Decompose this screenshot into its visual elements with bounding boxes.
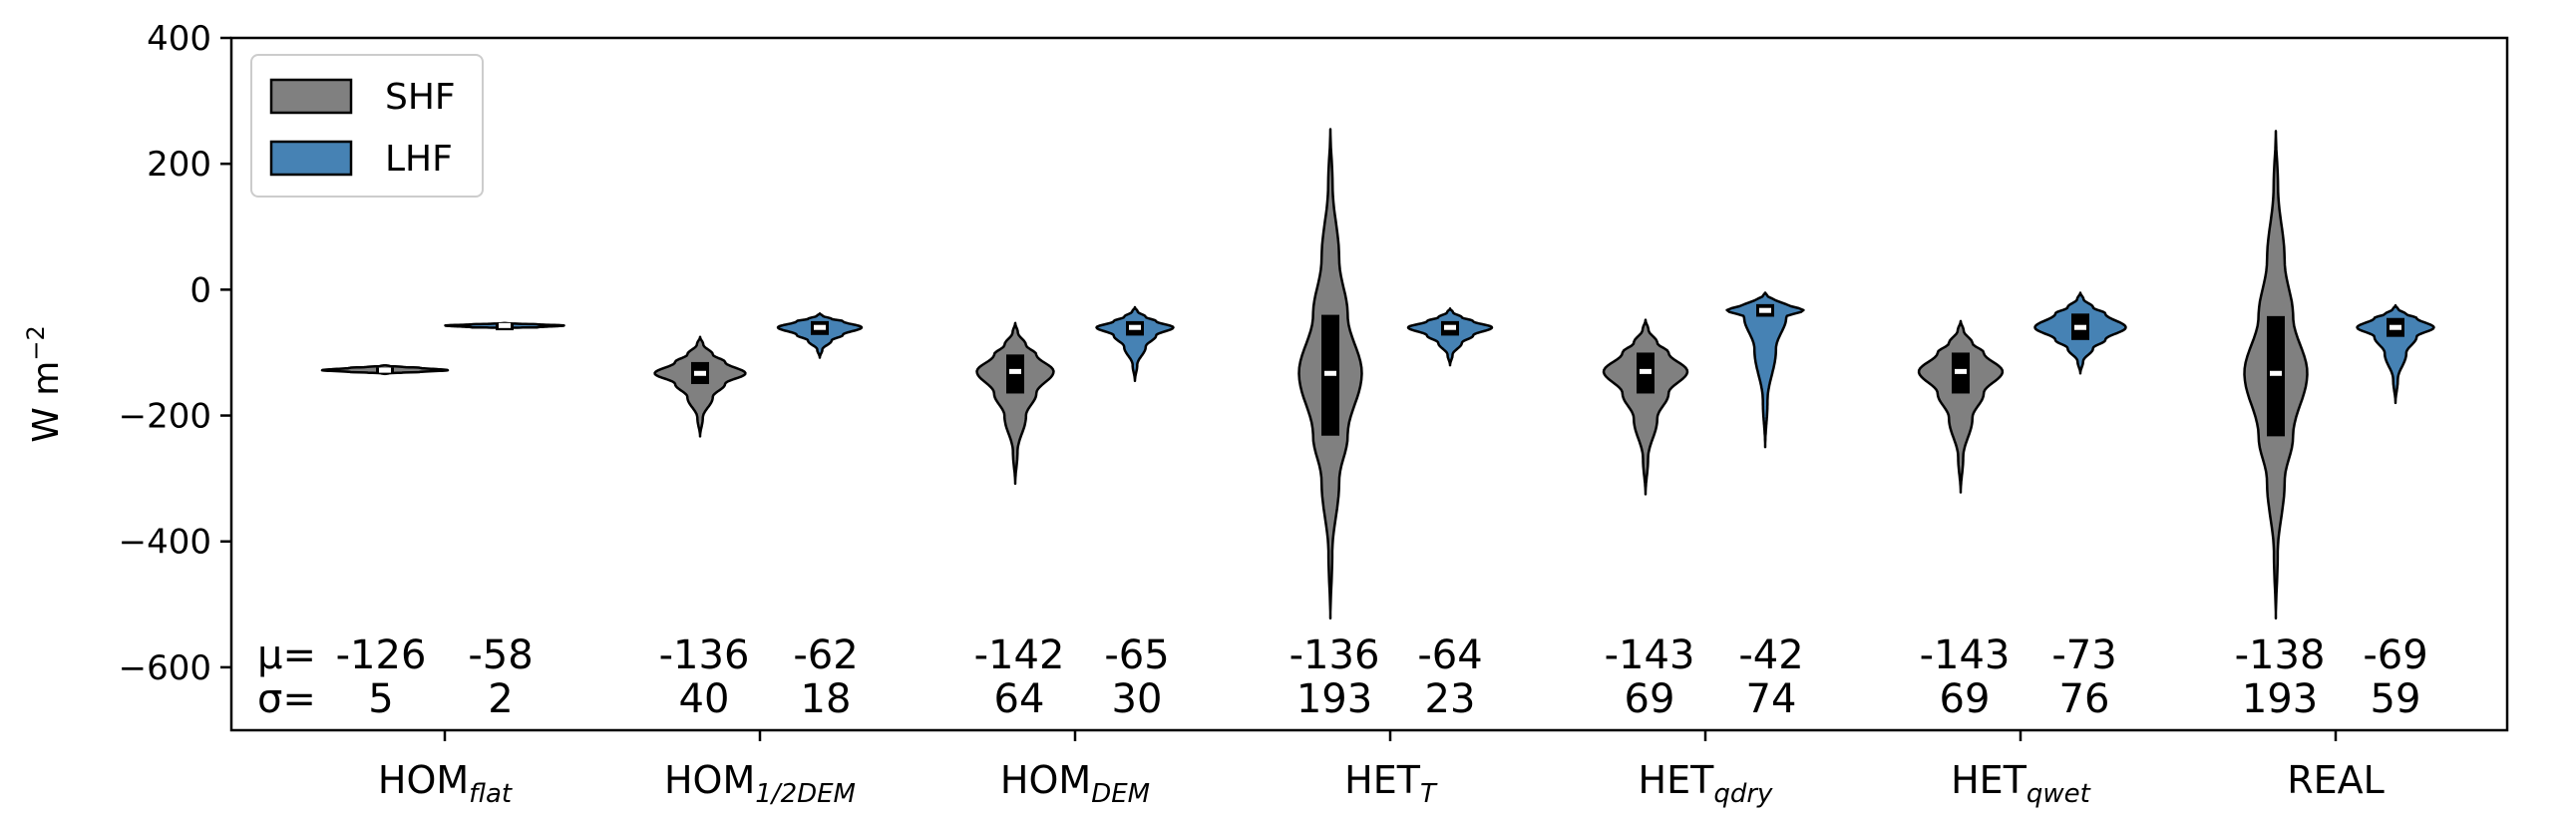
mean-label-shf: -142 (974, 632, 1065, 678)
std-label-lhf: 2 (488, 676, 513, 722)
legend: SHF LHF (250, 54, 484, 198)
violin-lhf-3 (1406, 307, 1494, 367)
median-marker-shf-6 (2270, 370, 2282, 376)
x-tick-label: HOMDEM (1000, 758, 1150, 809)
x-tick-label: HETT (1344, 758, 1438, 809)
violins (320, 128, 2435, 620)
x-tick-label: HOMflat (378, 758, 513, 809)
mean-label-lhf: -64 (1417, 632, 1482, 678)
boxes (376, 303, 2404, 437)
mu-row-label: μ= (257, 632, 316, 678)
legend-swatch-shf (269, 78, 353, 115)
std-label-lhf: 18 (801, 676, 852, 722)
mean-label-shf: -143 (1920, 632, 2011, 678)
y-axis-label: W m−2 (22, 325, 67, 443)
plot-frame (229, 36, 2509, 732)
median-marker-shf-5 (1955, 368, 1967, 374)
median-marker-lhf-3 (1444, 324, 1456, 330)
median-marker-lhf-5 (2074, 324, 2086, 330)
std-label-lhf: 59 (2371, 676, 2421, 722)
std-label-lhf: 23 (1425, 676, 1476, 722)
mean-label-lhf: -42 (1738, 632, 1803, 678)
mean-label-lhf: -73 (2051, 632, 2116, 678)
std-label-shf: 5 (368, 676, 393, 722)
legend-label-shf: SHF (385, 77, 456, 118)
y-tick-label: 0 (189, 270, 211, 310)
median-marker-shf-3 (1324, 370, 1336, 376)
iqr-box-shf-6 (2267, 315, 2285, 437)
legend-label-lhf: LHF (385, 139, 453, 180)
median-marker-lhf-2 (1129, 324, 1141, 330)
mean-label-shf: -143 (1605, 632, 1695, 678)
std-label-lhf: 76 (2059, 676, 2110, 722)
std-label-lhf: 30 (1112, 676, 1163, 722)
violin-lhf-2 (1095, 305, 1175, 383)
legend-swatch-lhf (269, 140, 353, 177)
violin-shf-2 (975, 321, 1055, 485)
x-axis: HOMflat HOM1/2DEM HOMDEM HETT HETqdry HETqwet… (378, 730, 2385, 809)
median-marker-shf-4 (1640, 368, 1652, 374)
mean-label-lhf: -65 (1104, 632, 1169, 678)
x-tick-label: REAL (2287, 758, 2385, 802)
median-marker-lhf-6 (2390, 324, 2401, 330)
sigma-row-label: σ= (257, 676, 316, 722)
violin-shf-5 (1917, 319, 2005, 494)
median-marker-lhf-4 (1759, 307, 1771, 313)
x-tick-label: HETqdry (1639, 758, 1773, 809)
mean-label-shf: -136 (659, 632, 750, 678)
violin-lhf-1 (776, 312, 864, 359)
violin-shf-4 (1602, 318, 1689, 496)
median-marker-shf-0 (379, 367, 391, 373)
y-tick-label: −600 (119, 648, 211, 688)
y-tick-label: −200 (119, 397, 211, 437)
y-tick-label: 400 (147, 19, 211, 59)
std-label-shf: 64 (994, 676, 1045, 722)
mean-label-shf: -136 (1289, 632, 1380, 678)
std-label-shf: 40 (679, 676, 730, 722)
violin-lhf-6 (2356, 303, 2435, 405)
y-tick-label: −400 (119, 523, 211, 563)
std-label-shf: 69 (1940, 676, 1991, 722)
x-tick-label: HOM1/2DEM (664, 758, 856, 809)
std-label-shf: 193 (1296, 676, 1372, 722)
std-label-shf: 193 (2242, 676, 2318, 722)
mean-label-shf: -138 (2235, 632, 2326, 678)
mean-label-shf: -126 (336, 632, 427, 678)
violin-lhf-4 (1725, 291, 1805, 449)
median-marker-shf-2 (1009, 368, 1021, 374)
annotations: μ=σ=-1265-13640-14264-136193-14369-14369… (257, 632, 2428, 722)
y-tick-label: 200 (147, 145, 211, 185)
median-marker-lhf-1 (814, 324, 826, 330)
mean-label-lhf: -62 (793, 632, 858, 678)
median-marker-shf-1 (694, 370, 706, 376)
x-tick-label: HETqwet (1951, 758, 2091, 809)
y-axis-label-exponent: −2 (22, 325, 50, 360)
iqr-box-shf-2 (1006, 354, 1024, 394)
mean-label-lhf: -58 (468, 632, 533, 678)
violin-shf-1 (653, 335, 747, 438)
mean-label-lhf: -69 (2363, 632, 2427, 678)
std-label-shf: 69 (1625, 676, 1675, 722)
y-axis: 400 200 0 −200 −400 −600 (119, 19, 231, 688)
std-label-lhf: 74 (1746, 676, 1797, 722)
median-marker-lhf-0 (499, 322, 511, 328)
